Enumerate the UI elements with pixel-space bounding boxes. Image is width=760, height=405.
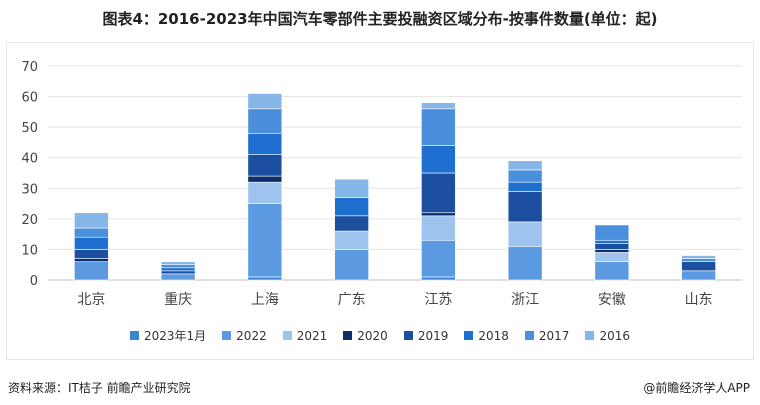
source-note: 资料来源：IT桔子 前瞻产业研究院: [8, 381, 191, 395]
bar-segment: [74, 236, 109, 250]
bar-segment: [334, 197, 369, 217]
bar-segment: [421, 215, 456, 241]
bar-segment: [421, 239, 456, 278]
bar-segment: [247, 181, 283, 204]
bar-segment: [74, 249, 109, 259]
bar-segment: [421, 108, 456, 146]
bar-segment: [334, 230, 369, 250]
bar-segment: [594, 239, 630, 244]
legend-label: 2020: [357, 328, 388, 343]
bar-segment: [507, 221, 543, 247]
legend-item: 2018: [464, 327, 509, 344]
y-tick-label: 60: [21, 91, 38, 106]
bar-segment: [247, 93, 283, 110]
legend-label: 2017: [538, 328, 570, 343]
credit-note: @前瞻经济学人APP: [643, 381, 750, 395]
y-tick-label: 10: [21, 243, 38, 258]
bar-segment: [681, 261, 716, 272]
y-tick-label: 20: [21, 213, 38, 228]
bar-segment: [334, 178, 369, 198]
chart-title: 图表4：2016-2023年中国汽车零部件主要投融资区域分布-按事件数量(单位：…: [102, 10, 658, 28]
legend-swatch: [222, 331, 232, 340]
bar-segment: [594, 261, 630, 281]
y-tick-label: 70: [21, 60, 38, 75]
bar-segment: [74, 212, 109, 229]
x-tick-label: 浙江: [511, 292, 539, 308]
bar-segment: [160, 264, 196, 269]
chart-legend: 2023年1月 2022 2021 2020 2019 2018 2017 2016: [0, 327, 760, 344]
legend-label: 2022: [236, 328, 267, 343]
gridlines: [48, 65, 742, 281]
legend-item: 2023年1月: [129, 327, 207, 344]
legend-label: 2018: [478, 328, 509, 343]
x-axis-ticks: 北京 重庆 上海 广东 江苏 浙江 安徽 山东: [77, 292, 712, 308]
bar-segment: [74, 227, 109, 238]
bar-segment: [247, 203, 283, 278]
x-tick-label: 上海: [251, 292, 279, 308]
legend-swatch: [585, 331, 595, 340]
legend-swatch: [464, 331, 474, 340]
y-tick-label: 0: [30, 274, 38, 289]
bar-segment: [421, 172, 456, 214]
bar-segment: [74, 258, 109, 262]
legend-swatch: [282, 331, 292, 340]
bar-segment: [160, 270, 196, 275]
bars: [74, 93, 716, 281]
legend-swatch: [403, 331, 413, 340]
bar-segment: [681, 258, 716, 262]
bar-segment: [421, 102, 456, 110]
bar-segment: [334, 215, 369, 232]
bar-segment: [507, 169, 543, 183]
legend-label: 2023年1月: [143, 329, 207, 343]
y-tick-label: 40: [21, 152, 38, 167]
legend-item: 2020: [343, 327, 388, 344]
legend-item: 2019: [403, 327, 449, 344]
bar-segment: [247, 132, 283, 155]
chart-frame: [6, 42, 754, 360]
bar-segment: [507, 191, 543, 223]
bar-segment: [421, 212, 456, 217]
bar-segment: [594, 243, 630, 250]
x-tick-label: 江苏: [424, 292, 452, 308]
legend-swatch: [343, 331, 353, 340]
legend-item: 2017: [524, 327, 570, 344]
bar-segment: [681, 255, 716, 259]
legend-item: 2016: [585, 327, 630, 344]
bar-segment: [594, 224, 630, 241]
bar-segment: [421, 145, 456, 174]
legend-swatch: [524, 331, 534, 340]
bar-segment: [247, 154, 283, 177]
legend-item: 2021: [282, 327, 328, 344]
x-tick-label: 广东: [338, 292, 366, 308]
bar-segment: [247, 108, 283, 134]
bar-segment: [421, 276, 456, 281]
x-tick-label: 山东: [685, 292, 713, 308]
bar-segment: [160, 273, 196, 281]
bar-segment: [74, 261, 109, 281]
bar-segment: [507, 181, 543, 192]
bar-segment: [594, 252, 630, 262]
bar-segment: [160, 267, 196, 272]
bar-segment: [681, 270, 716, 281]
legend-label: 2019: [417, 328, 449, 343]
bar-segment: [594, 249, 630, 253]
legend-item: 2022: [222, 327, 267, 344]
bar-segment: [507, 160, 543, 171]
x-tick-label: 重庆: [164, 292, 192, 308]
legend-swatch: [129, 331, 139, 340]
bar-segment: [247, 175, 283, 183]
bar-segment: [247, 276, 283, 281]
y-tick-label: 50: [21, 121, 38, 136]
x-tick-label: 北京: [77, 292, 105, 308]
x-tick-label: 安徽: [598, 292, 626, 308]
y-axis-ticks: 0 10 20 30 40 50 60 70: [21, 60, 38, 289]
y-tick-label: 30: [21, 182, 38, 197]
bar-segment: [160, 261, 196, 266]
legend-label: 2021: [296, 328, 328, 343]
legend-label: 2016: [599, 328, 630, 343]
bar-segment: [334, 249, 369, 281]
bar-segment: [507, 246, 543, 281]
